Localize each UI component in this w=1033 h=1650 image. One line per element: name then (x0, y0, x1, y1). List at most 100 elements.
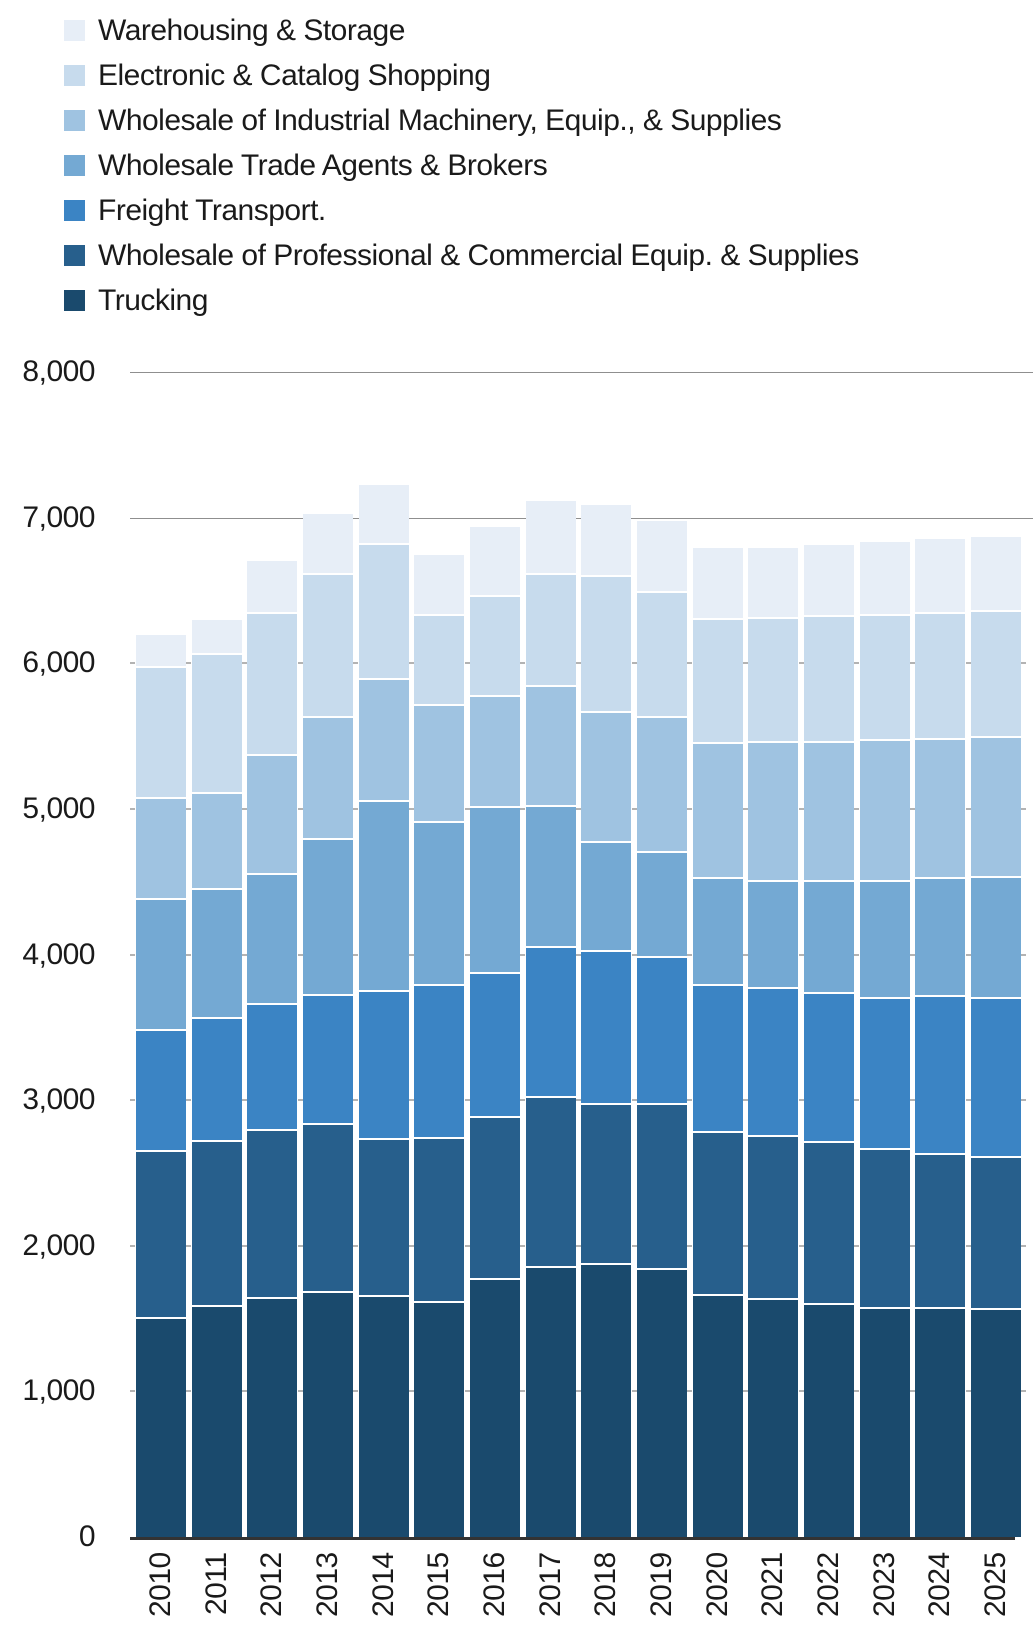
segment[interactable] (191, 618, 242, 653)
segment[interactable] (525, 804, 576, 946)
segment[interactable] (859, 539, 910, 614)
segment[interactable] (915, 1306, 966, 1537)
segment[interactable] (803, 615, 854, 741)
segment[interactable] (692, 983, 743, 1131)
segment[interactable] (136, 797, 186, 898)
segment[interactable] (414, 552, 465, 614)
segment[interactable] (525, 573, 576, 686)
segment[interactable] (636, 519, 687, 591)
segment[interactable] (581, 711, 632, 842)
segment[interactable] (859, 613, 910, 740)
segment[interactable] (636, 1103, 687, 1268)
segment[interactable] (414, 613, 465, 705)
segment[interactable] (692, 742, 743, 878)
segment[interactable] (302, 993, 353, 1124)
segment[interactable] (636, 1267, 687, 1537)
segment[interactable] (581, 1263, 632, 1537)
segment[interactable] (692, 545, 743, 619)
segment[interactable] (302, 573, 353, 716)
segment[interactable] (970, 875, 1021, 997)
segment[interactable] (581, 950, 632, 1104)
segment[interactable] (191, 652, 242, 792)
segment[interactable] (247, 1002, 298, 1130)
segment[interactable] (915, 877, 966, 996)
segment[interactable] (636, 715, 687, 852)
segment[interactable] (748, 1135, 799, 1299)
segment[interactable] (136, 1317, 186, 1537)
segment[interactable] (525, 1266, 576, 1537)
segment[interactable] (692, 877, 743, 984)
segment[interactable] (358, 989, 409, 1139)
segment[interactable] (136, 632, 186, 666)
segment[interactable] (915, 995, 966, 1153)
segment[interactable] (859, 739, 910, 881)
segment[interactable] (748, 545, 799, 617)
segment[interactable] (803, 1140, 854, 1303)
segment[interactable] (970, 1308, 1021, 1537)
segment[interactable] (358, 1295, 409, 1537)
segment[interactable] (970, 996, 1021, 1156)
segment[interactable] (136, 665, 186, 798)
segment[interactable] (970, 1155, 1021, 1309)
segment[interactable] (302, 512, 353, 574)
segment[interactable] (302, 838, 353, 994)
segment[interactable] (803, 992, 854, 1141)
segment[interactable] (358, 542, 409, 678)
segment[interactable] (191, 887, 242, 1018)
segment[interactable] (748, 986, 799, 1136)
bar-2024[interactable] (915, 536, 966, 1537)
segment[interactable] (191, 791, 242, 888)
bar-2021[interactable] (748, 545, 799, 1537)
segment[interactable] (469, 1116, 520, 1278)
bar-2016[interactable] (469, 525, 520, 1537)
segment[interactable] (414, 983, 465, 1137)
segment[interactable] (970, 535, 1021, 610)
bar-2022[interactable] (803, 542, 854, 1537)
segment[interactable] (136, 1149, 186, 1318)
bar-2010[interactable] (136, 632, 186, 1537)
segment[interactable] (915, 737, 966, 878)
bar-2017[interactable] (525, 498, 576, 1537)
segment[interactable] (581, 1103, 632, 1264)
segment[interactable] (803, 880, 854, 993)
segment[interactable] (859, 880, 910, 997)
segment[interactable] (748, 1298, 799, 1537)
segment[interactable] (859, 1148, 910, 1307)
segment[interactable] (970, 736, 1021, 876)
segment[interactable] (692, 618, 743, 743)
bar-2023[interactable] (859, 539, 910, 1537)
segment[interactable] (358, 1138, 409, 1296)
segment[interactable] (247, 1296, 298, 1537)
segment[interactable] (636, 590, 687, 716)
segment[interactable] (247, 753, 298, 874)
segment[interactable] (302, 1123, 353, 1291)
segment[interactable] (469, 525, 520, 596)
segment[interactable] (414, 704, 465, 821)
bar-2025[interactable] (970, 535, 1021, 1537)
bar-2012[interactable] (247, 558, 298, 1537)
segment[interactable] (525, 685, 576, 805)
segment[interactable] (525, 1095, 576, 1267)
segment[interactable] (469, 595, 520, 696)
bar-2020[interactable] (692, 545, 743, 1537)
segment[interactable] (247, 873, 298, 1003)
segment[interactable] (358, 800, 409, 990)
segment[interactable] (859, 996, 910, 1149)
segment[interactable] (247, 612, 298, 754)
segment[interactable] (469, 806, 520, 973)
segment[interactable] (469, 972, 520, 1117)
segment[interactable] (581, 841, 632, 951)
segment[interactable] (247, 1129, 298, 1297)
segment[interactable] (469, 1277, 520, 1537)
segment[interactable] (525, 498, 576, 574)
segment[interactable] (803, 740, 854, 881)
segment[interactable] (915, 536, 966, 613)
bar-2011[interactable] (191, 618, 242, 1537)
segment[interactable] (748, 880, 799, 987)
segment[interactable] (302, 715, 353, 839)
segment[interactable] (692, 1293, 743, 1537)
segment[interactable] (915, 612, 966, 738)
segment[interactable] (636, 956, 687, 1104)
segment[interactable] (302, 1290, 353, 1537)
segment[interactable] (692, 1130, 743, 1294)
